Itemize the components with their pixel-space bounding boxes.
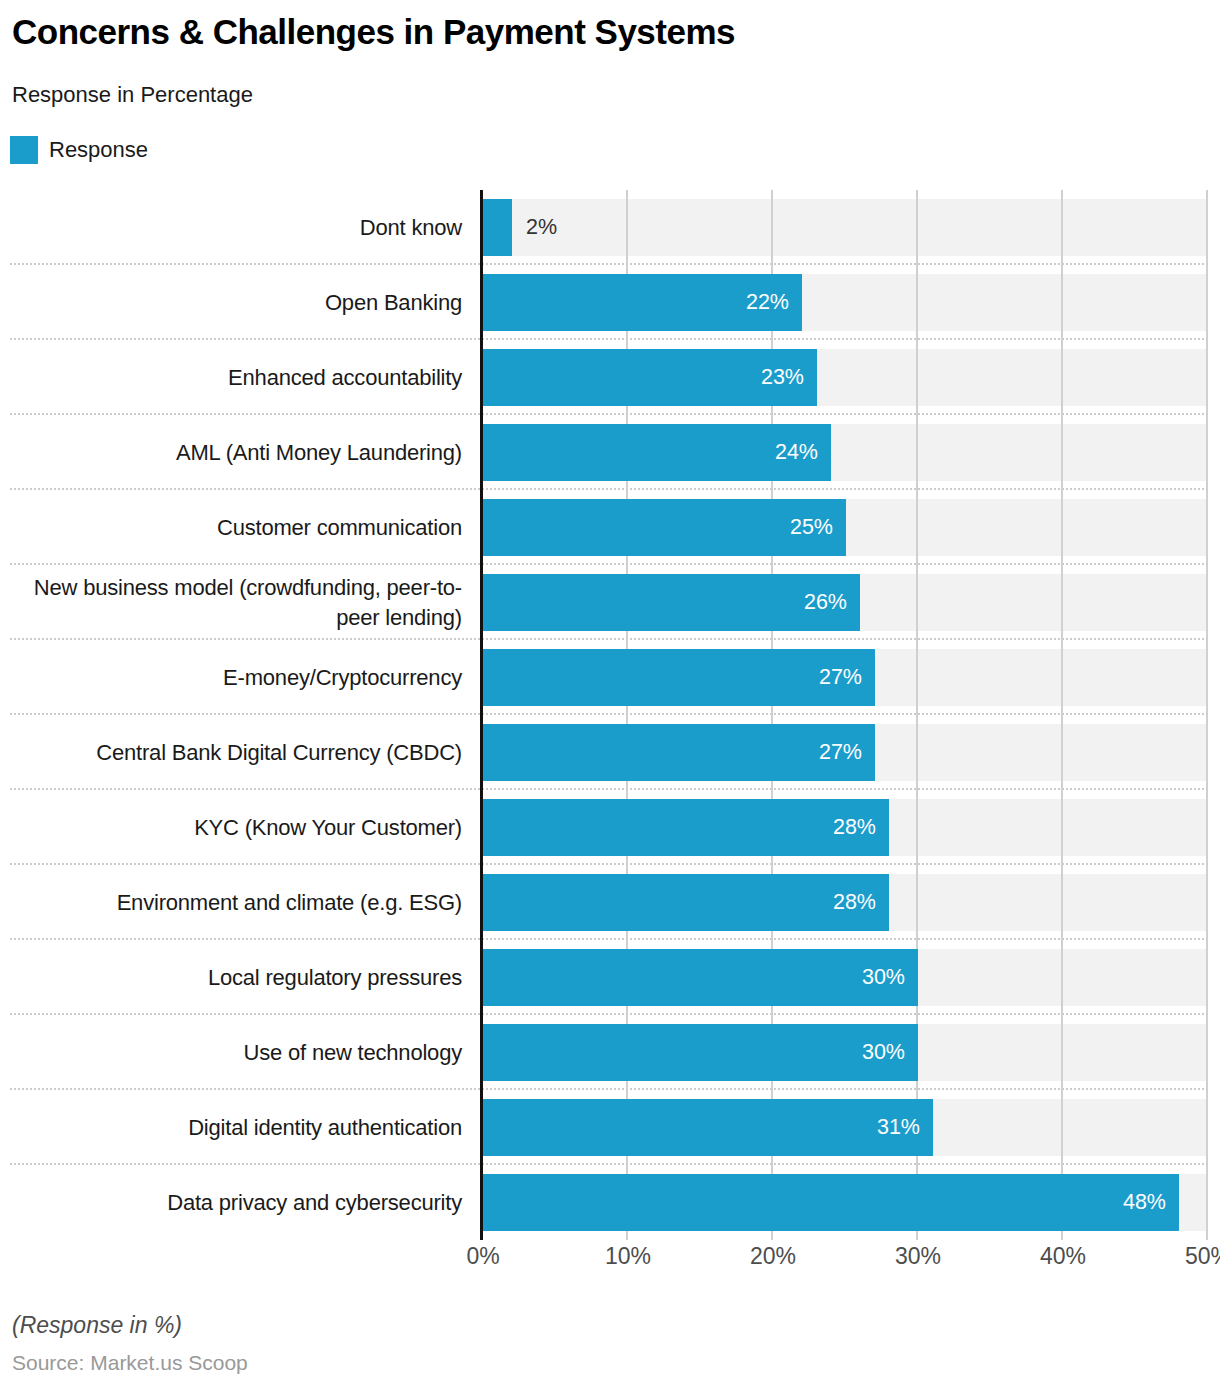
bar: 30% [483,1024,918,1081]
vertical-gridline [916,190,918,1240]
bar-value-label: 2% [526,199,557,256]
category-label: Enhanced accountability [0,340,462,415]
chart-row: KYC (Know Your Customer) 28% [0,790,1220,865]
bar-value-label: 26% [804,590,860,615]
footnote: (Response in %) [12,1312,182,1339]
bar-value-label: 23% [761,365,817,390]
category-label: E-money/Cryptocurrency [0,640,462,715]
bar: 23% [483,349,817,406]
legend: Response [10,136,148,164]
x-axis-tick-label: 10% [568,1243,688,1270]
row-separator [10,863,1208,865]
category-label: Customer communication [0,490,462,565]
category-label: Use of new technology [0,1015,462,1090]
category-label: New business model (crowdfunding, peer-t… [0,565,462,640]
x-axis-tick-label: 50% [1148,1243,1220,1270]
bar-value-label: 25% [790,515,846,540]
bar-value-label: 31% [877,1115,933,1140]
category-label: Open Banking [0,265,462,340]
chart-row: Data privacy and cybersecurity 48% [0,1165,1220,1240]
chart-row: Open Banking 22% [0,265,1220,340]
chart-row: E-money/Cryptocurrency 27% [0,640,1220,715]
chart-row: AML (Anti Money Laundering) 24% [0,415,1220,490]
bar: 26% [483,574,860,631]
bar-value-label: 27% [819,740,875,765]
bar-value-label: 48% [1123,1190,1179,1215]
vertical-gridline [626,190,628,1240]
bar: 27% [483,649,875,706]
vertical-gridline [1061,190,1063,1240]
category-label: Data privacy and cybersecurity [0,1165,462,1240]
category-label: Central Bank Digital Currency (CBDC) [0,715,462,790]
bar-value-label: 28% [833,815,889,840]
bar-value-label: 30% [862,1040,918,1065]
row-separator [10,1163,1208,1165]
bar: 30% [483,949,918,1006]
row-separator [10,338,1208,340]
x-axis-tick-label: 40% [1003,1243,1123,1270]
vertical-gridline [1206,190,1208,1240]
chart-row: Environment and climate (e.g. ESG) 28% [0,865,1220,940]
chart-row: Enhanced accountability 23% [0,340,1220,415]
chart-row: Local regulatory pressures 30% [0,940,1220,1015]
row-separator [10,938,1208,940]
row-separator [10,1013,1208,1015]
chart-title: Concerns & Challenges in Payment Systems [12,12,735,52]
x-axis-tick-label: 0% [423,1243,543,1270]
bar: 22% [483,274,802,331]
row-separator [10,413,1208,415]
chart-subtitle: Response in Percentage [12,82,253,108]
bar: 28% [483,799,889,856]
bar-value-label: 30% [862,965,918,990]
row-separator [10,488,1208,490]
bar-track-stripe [483,199,1208,256]
bar: 48% [483,1174,1179,1231]
row-separator [10,713,1208,715]
row-separator [10,263,1208,265]
bar-value-label: 24% [775,440,831,465]
category-label: Dont know [0,190,462,265]
bar: 27% [483,724,875,781]
bar [483,199,512,256]
chart-row: Customer communication 25% [0,490,1220,565]
y-axis-line [480,190,483,1240]
bar: 31% [483,1099,933,1156]
bar-value-label: 27% [819,665,875,690]
vertical-gridline [771,190,773,1240]
chart-page: Concerns & Challenges in Payment Systems… [0,0,1220,1388]
chart-row: Central Bank Digital Currency (CBDC) 27% [0,715,1220,790]
chart-row: Use of new technology 30% [0,1015,1220,1090]
x-axis-tick-labels: 0% 10% 20% 30% 40% 50% [0,1243,1220,1273]
bar-value-label: 28% [833,890,889,915]
x-axis-tick-label: 30% [858,1243,978,1270]
chart-row: Digital identity authentication 31% [0,1090,1220,1165]
row-separator [10,563,1208,565]
category-label: Local regulatory pressures [0,940,462,1015]
legend-label: Response [49,137,148,163]
legend-swatch-icon [10,136,38,164]
chart-row: Dont know 2% [0,190,1220,265]
row-separator [10,788,1208,790]
row-separator [10,1088,1208,1090]
bar: 24% [483,424,831,481]
bar-chart-plot-area: Dont know 2% Open Banking 22% Enhanced accou… [0,190,1220,1240]
x-axis-tick-label: 20% [713,1243,833,1270]
category-label: Digital identity authentication [0,1090,462,1165]
source-credit: Source: Market.us Scoop [12,1351,248,1375]
bar: 25% [483,499,846,556]
category-label: KYC (Know Your Customer) [0,790,462,865]
category-label: Environment and climate (e.g. ESG) [0,865,462,940]
bar: 28% [483,874,889,931]
category-label: AML (Anti Money Laundering) [0,415,462,490]
row-separator [10,638,1208,640]
chart-row: New business model (crowdfunding, peer-t… [0,565,1220,640]
bar-value-label: 22% [746,290,802,315]
